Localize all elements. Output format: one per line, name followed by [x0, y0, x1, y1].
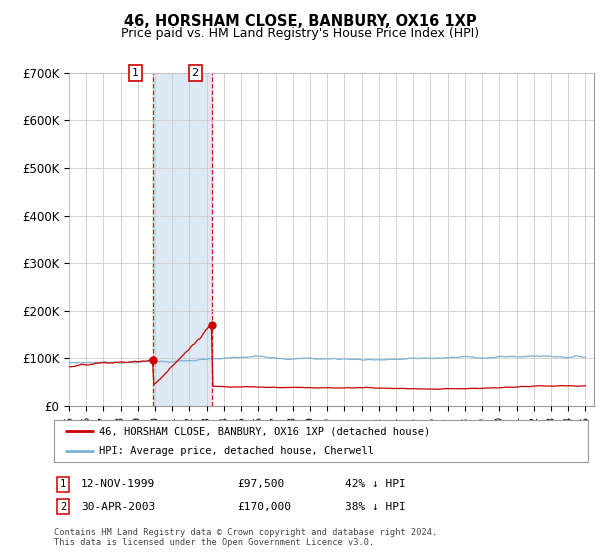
Bar	[153, 73, 212, 406]
Text: 2: 2	[60, 502, 66, 512]
Text: 46, HORSHAM CLOSE, BANBURY, OX16 1XP (detached house): 46, HORSHAM CLOSE, BANBURY, OX16 1XP (de…	[100, 426, 431, 436]
Text: £170,000: £170,000	[237, 502, 291, 512]
Text: Price paid vs. HM Land Registry's House Price Index (HPI): Price paid vs. HM Land Registry's House …	[121, 27, 479, 40]
Text: 30-APR-2003: 30-APR-2003	[81, 502, 155, 512]
Text: 38% ↓ HPI: 38% ↓ HPI	[345, 502, 406, 512]
Text: £97,500: £97,500	[237, 479, 284, 489]
Text: 2: 2	[191, 68, 199, 78]
Text: HPI: Average price, detached house, Cherwell: HPI: Average price, detached house, Cher…	[100, 446, 374, 456]
Text: 12-NOV-1999: 12-NOV-1999	[81, 479, 155, 489]
Text: 46, HORSHAM CLOSE, BANBURY, OX16 1XP: 46, HORSHAM CLOSE, BANBURY, OX16 1XP	[124, 14, 476, 29]
Text: Contains HM Land Registry data © Crown copyright and database right 2024.
This d: Contains HM Land Registry data © Crown c…	[54, 528, 437, 547]
Text: 1: 1	[132, 68, 139, 78]
Text: 42% ↓ HPI: 42% ↓ HPI	[345, 479, 406, 489]
Text: 1: 1	[60, 479, 66, 489]
